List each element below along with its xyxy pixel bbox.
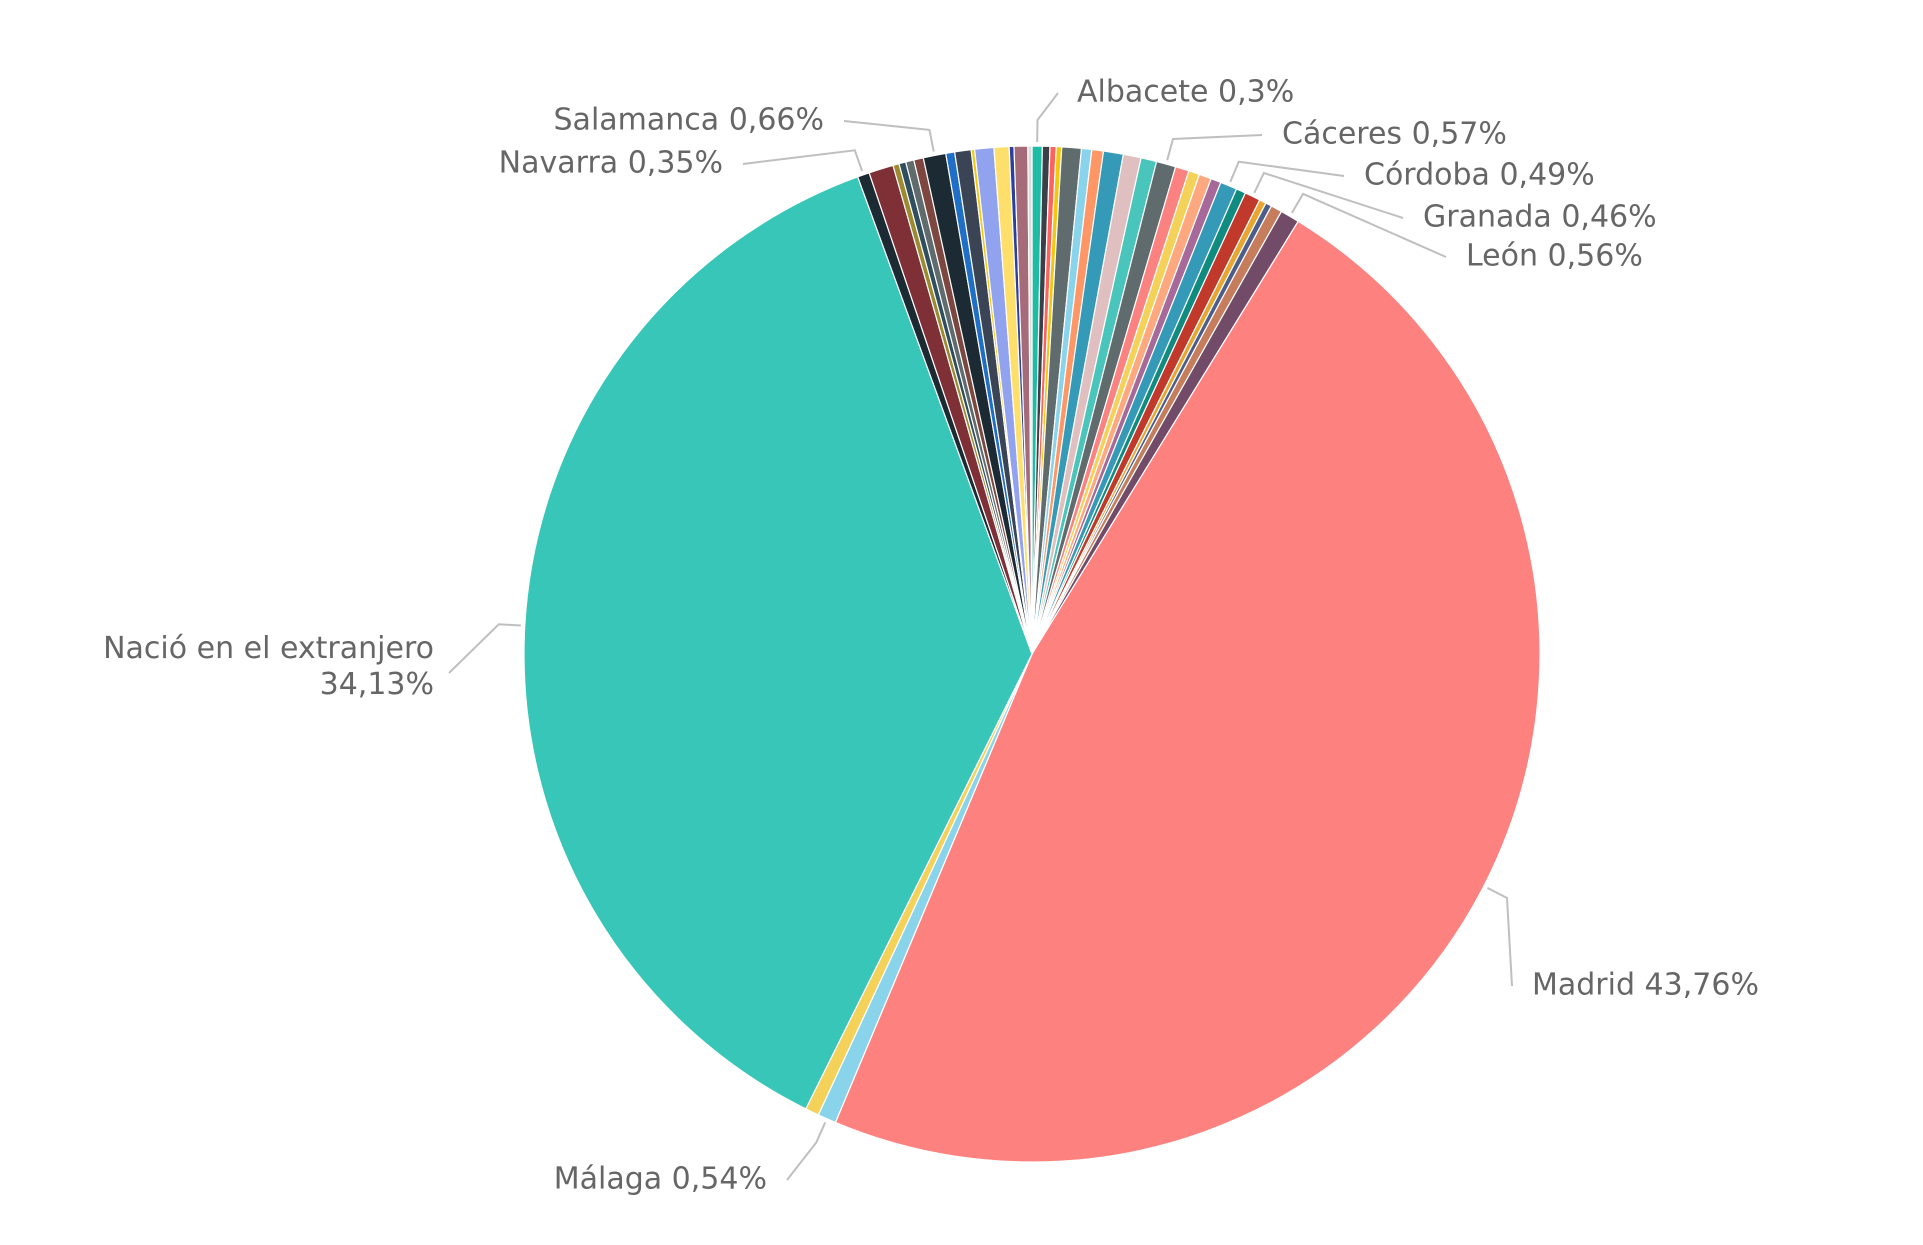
pie-slice-madrid bbox=[834, 220, 1541, 1163]
leader-line-caceres bbox=[1166, 134, 1263, 161]
leader-line-navarra bbox=[742, 149, 864, 172]
data-label-albacete: Albacete 0,3% bbox=[1077, 75, 1294, 110]
data-label-navarra: Navarra 0,35% bbox=[499, 146, 723, 181]
leader-line-cordoba bbox=[1229, 160, 1345, 183]
leader-line-albacete bbox=[1036, 92, 1059, 143]
data-label-nacio-en-el-extranjero-value: 34,13% bbox=[320, 667, 434, 702]
data-label-malaga: Málaga 0,54% bbox=[554, 1162, 767, 1197]
data-label-salamanca: Salamanca 0,66% bbox=[554, 103, 824, 138]
data-label-leon: León 0,56% bbox=[1466, 239, 1643, 274]
leader-line-salamanca bbox=[843, 120, 935, 152]
pie-slice-nacio-en-el-extranjero bbox=[523, 176, 1033, 1110]
data-label-cordoba: Córdoba 0,49% bbox=[1364, 158, 1595, 193]
data-label-caceres: Cáceres 0,57% bbox=[1282, 117, 1507, 152]
data-label-nacio-en-el-extranjero-name: Nació en el extranjero bbox=[103, 631, 434, 666]
data-label-madrid: Madrid 43,76% bbox=[1532, 968, 1759, 1003]
pie-leader-lines bbox=[448, 92, 1513, 1181]
pie-slices bbox=[523, 145, 1541, 1163]
pie-data-labels: Albacete 0,3% Cáceres 0,57% Córdoba 0,49% L… bbox=[103, 75, 1759, 1197]
leader-line-madrid bbox=[1486, 887, 1513, 987]
leader-line-nacio-en-el-extranjero bbox=[448, 623, 521, 674]
leader-line-leon bbox=[1291, 192, 1447, 258]
pie-slice-41 bbox=[1027, 145, 1033, 655]
data-label-granada: Granada 0,46% bbox=[1423, 200, 1657, 235]
data-label-nacio-en-el-extranjero: Nació en el extranjero 34,13% bbox=[103, 631, 434, 702]
leader-line-malaga bbox=[786, 1121, 827, 1181]
leader-line-granada bbox=[1253, 171, 1404, 219]
